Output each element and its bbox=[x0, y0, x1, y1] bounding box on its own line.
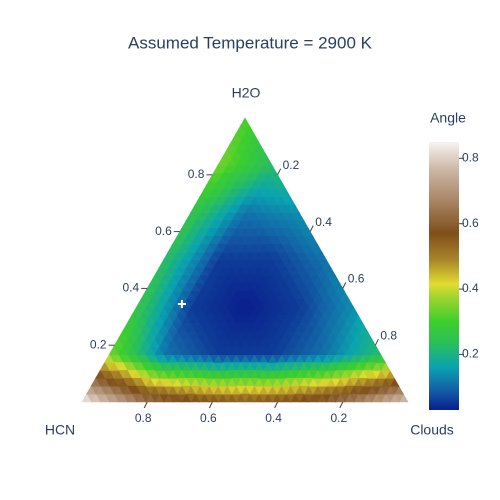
contour-cell bbox=[162, 251, 174, 261]
c-tick bbox=[309, 225, 314, 232]
contour-cell bbox=[149, 275, 160, 284]
colorbar-tick-label: 0.2 bbox=[462, 347, 479, 361]
contour-cell bbox=[226, 141, 237, 150]
contour-cell bbox=[217, 156, 228, 166]
contour-cell bbox=[95, 369, 106, 379]
c-tick bbox=[374, 338, 379, 346]
c-tick-label: 0.2 bbox=[283, 158, 300, 172]
contour-cell bbox=[239, 117, 251, 127]
contour-cell bbox=[135, 298, 146, 308]
c-tick-label: 0.8 bbox=[380, 328, 397, 342]
a-tick-label: 0.8 bbox=[188, 167, 205, 181]
colorbar bbox=[429, 142, 459, 410]
contour-cell bbox=[104, 354, 115, 363]
contour-cell bbox=[221, 148, 232, 158]
contour-cell bbox=[99, 361, 110, 371]
contour-cell bbox=[203, 180, 214, 190]
contour-cell bbox=[113, 338, 124, 348]
a-tick-label: 0.2 bbox=[90, 337, 107, 351]
contour-cell bbox=[199, 188, 210, 198]
contour-cell bbox=[144, 283, 155, 292]
b-tick bbox=[274, 401, 279, 409]
marker bbox=[177, 300, 186, 309]
c-axis-title: Clouds bbox=[410, 422, 454, 438]
colorbar-tick-label: 0.8 bbox=[462, 151, 479, 165]
b-tick-label: 0.6 bbox=[200, 411, 217, 425]
contour-cell bbox=[230, 133, 241, 142]
contour-cell bbox=[153, 267, 165, 277]
contour-cell bbox=[176, 227, 187, 237]
b-tick-label: 0.4 bbox=[265, 411, 282, 425]
contour-cell bbox=[208, 172, 219, 182]
contour-cell bbox=[185, 212, 196, 221]
colorbar-title: Angle bbox=[430, 110, 466, 126]
contour-cell bbox=[117, 330, 128, 340]
contour-cell bbox=[158, 259, 169, 269]
contour-field bbox=[81, 117, 409, 403]
c-tick-label: 0.6 bbox=[348, 272, 365, 286]
contour-cell bbox=[235, 125, 246, 135]
contour-cell bbox=[194, 196, 205, 206]
c-tick bbox=[277, 168, 282, 176]
colorbar-tick-label: 0.6 bbox=[462, 216, 479, 230]
colorbar-tick-label: 0.4 bbox=[462, 281, 479, 295]
c-tick-label: 0.4 bbox=[315, 215, 332, 229]
contour-cell bbox=[86, 385, 97, 395]
b-axis-title: HCN bbox=[45, 422, 75, 438]
contour-cell bbox=[172, 235, 183, 245]
contour-cell bbox=[212, 164, 223, 174]
contour-cell bbox=[131, 306, 142, 316]
contour-cell bbox=[108, 346, 119, 355]
contour-cell bbox=[122, 322, 133, 332]
contour-cell bbox=[167, 243, 178, 253]
b-tick bbox=[143, 401, 148, 409]
a-tick-label: 0.4 bbox=[123, 281, 140, 295]
b-tick bbox=[208, 401, 213, 409]
c-tick bbox=[342, 282, 347, 289]
b-tick bbox=[339, 401, 344, 409]
chart-title: Assumed Temperature = 2900 K bbox=[128, 33, 373, 52]
a-tick-label: 0.6 bbox=[155, 224, 172, 238]
a-axis-title: H2O bbox=[232, 85, 261, 101]
contour-cell bbox=[81, 393, 92, 403]
b-tick-label: 0.8 bbox=[135, 411, 152, 425]
contour-cell bbox=[181, 219, 192, 229]
contour-cell bbox=[90, 377, 101, 387]
contour-cell bbox=[140, 290, 151, 300]
contour-cell bbox=[190, 204, 201, 213]
b-tick-label: 0.2 bbox=[330, 411, 347, 425]
contour-cell bbox=[126, 314, 137, 324]
